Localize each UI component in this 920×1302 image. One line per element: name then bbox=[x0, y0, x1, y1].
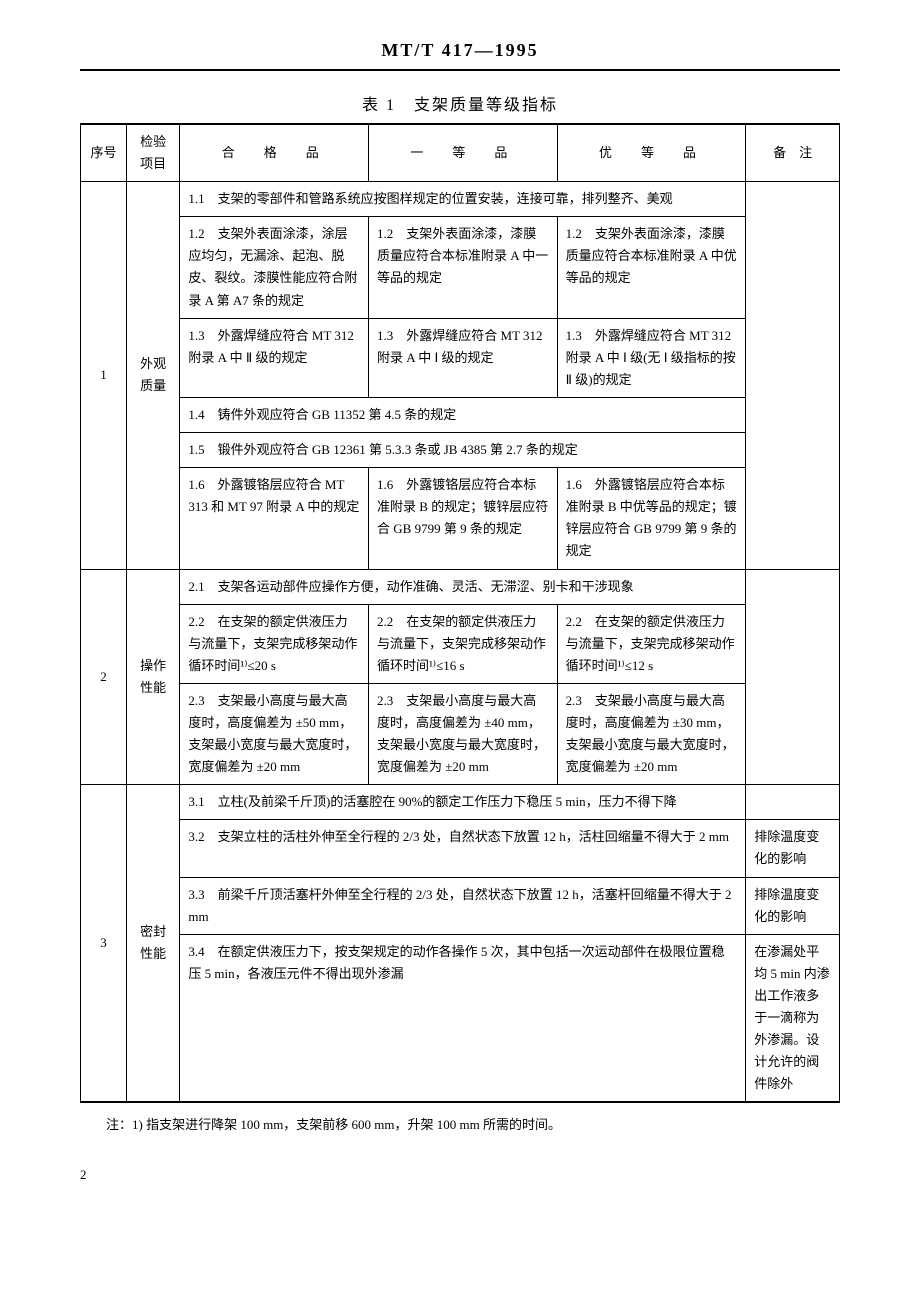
page-number: 2 bbox=[80, 1167, 840, 1183]
cell-1-3b: 1.3 外露焊缝应符合 MT 312 附录 A 中 Ⅰ 级的规定 bbox=[369, 318, 558, 397]
cell-1-3c: 1.3 外露焊缝应符合 MT 312 附录 A 中 Ⅰ 级(无 Ⅰ 级指标的按 … bbox=[557, 318, 746, 397]
cell-3-4: 3.4 在额定供液压力下，按支架规定的动作各操作 5 次，其中包括一次运动部件在… bbox=[180, 934, 746, 1102]
cell-1-6c: 1.6 外露镀铬层应符合本标准附录 B 中优等品的规定；镀锌层应符合 GB 97… bbox=[557, 468, 746, 569]
cell-3-3: 3.3 前梁千斤顶活塞杆外伸至全行程的 2/3 处，自然状态下放置 12 h，活… bbox=[180, 877, 746, 934]
cell-1-2c: 1.2 支架外表面涂漆，漆膜质量应符合本标准附录 A 中优等品的规定 bbox=[557, 217, 746, 318]
cell-1-4: 1.4 铸件外观应符合 GB 11352 第 4.5 条的规定 bbox=[180, 397, 746, 432]
standard-code: MT/T 417—1995 bbox=[80, 40, 840, 61]
note-3-4: 在渗漏处平均 5 min 内渗出工作液多于一滴称为外渗漏。设计允许的阀件除外 bbox=[746, 934, 840, 1102]
cell-2-3c: 2.3 支架最小高度与最大高度时，高度偏差为 ±30 mm，支架最小宽度与最大宽… bbox=[557, 683, 746, 784]
note-2 bbox=[746, 569, 840, 785]
cell-3-2: 3.2 支架立柱的活柱外伸至全行程的 2/3 处，自然状态下放置 12 h，活柱… bbox=[180, 820, 746, 877]
table-caption: 表 1 支架质量等级指标 bbox=[80, 91, 840, 115]
cell-2-1: 2.1 支架各运动部件应操作方便，动作准确、灵活、无滞涩、别卡和干涉现象 bbox=[180, 569, 746, 604]
note-3-1 bbox=[746, 785, 840, 820]
cell-1-5: 1.5 锻件外观应符合 GB 12361 第 5.3.3 条或 JB 4385 … bbox=[180, 433, 746, 468]
header-rule bbox=[80, 69, 840, 71]
item-3: 密封性能 bbox=[126, 785, 179, 1103]
th-grade-b: 一 等 品 bbox=[369, 124, 558, 182]
seq-1: 1 bbox=[81, 182, 127, 569]
cell-1-6a: 1.6 外露镀铬层应符合 MT 313 和 MT 97 附录 A 中的规定 bbox=[180, 468, 369, 569]
note-1 bbox=[746, 182, 840, 569]
seq-3: 3 bbox=[81, 785, 127, 1103]
cell-3-1: 3.1 立柱(及前梁千斤顶)的活塞腔在 90%的额定工作压力下稳压 5 min，… bbox=[180, 785, 746, 820]
cell-2-2a: 2.2 在支架的额定供液压力与流量下，支架完成移架动作循环时间¹⁾≤20 s bbox=[180, 604, 369, 683]
th-grade-c: 优 等 品 bbox=[557, 124, 746, 182]
cell-1-2a: 1.2 支架外表面涂漆，涂层应均匀，无漏涂、起泡、脱皮、裂纹。漆膜性能应符合附录… bbox=[180, 217, 369, 318]
cell-1-2b: 1.2 支架外表面涂漆，漆膜质量应符合本标准附录 A 中一等品的规定 bbox=[369, 217, 558, 318]
th-note: 备 注 bbox=[746, 124, 840, 182]
seq-2: 2 bbox=[81, 569, 127, 785]
note-3-3: 排除温度变化的影响 bbox=[746, 877, 840, 934]
th-seq: 序号 bbox=[81, 124, 127, 182]
quality-grade-table: 序号 检验项目 合 格 品 一 等 品 优 等 品 备 注 1 外观质量 1.1… bbox=[80, 123, 840, 1103]
cell-2-3b: 2.3 支架最小高度与最大高度时，高度偏差为 ±40 mm，支架最小宽度与最大宽… bbox=[369, 683, 558, 784]
item-2: 操作性能 bbox=[126, 569, 179, 785]
cell-2-2c: 2.2 在支架的额定供液压力与流量下，支架完成移架动作循环时间¹⁾≤12 s bbox=[557, 604, 746, 683]
note-3-2: 排除温度变化的影响 bbox=[746, 820, 840, 877]
table-footnote: 注：1) 指支架进行降架 100 mm，支架前移 600 mm，升架 100 m… bbox=[80, 1113, 840, 1136]
cell-1-6b: 1.6 外露镀铬层应符合本标准附录 B 的规定；镀锌层应符合 GB 9799 第… bbox=[369, 468, 558, 569]
cell-1-3a: 1.3 外露焊缝应符合 MT 312 附录 A 中 Ⅱ 级的规定 bbox=[180, 318, 369, 397]
cell-2-2b: 2.2 在支架的额定供液压力与流量下，支架完成移架动作循环时间¹⁾≤16 s bbox=[369, 604, 558, 683]
item-1: 外观质量 bbox=[126, 182, 179, 569]
th-grade-a: 合 格 品 bbox=[180, 124, 369, 182]
cell-2-3a: 2.3 支架最小高度与最大高度时，高度偏差为 ±50 mm，支架最小宽度与最大宽… bbox=[180, 683, 369, 784]
th-item: 检验项目 bbox=[126, 124, 179, 182]
cell-1-1: 1.1 支架的零部件和管路系统应按图样规定的位置安装，连接可靠，排列整齐、美观 bbox=[180, 182, 746, 217]
